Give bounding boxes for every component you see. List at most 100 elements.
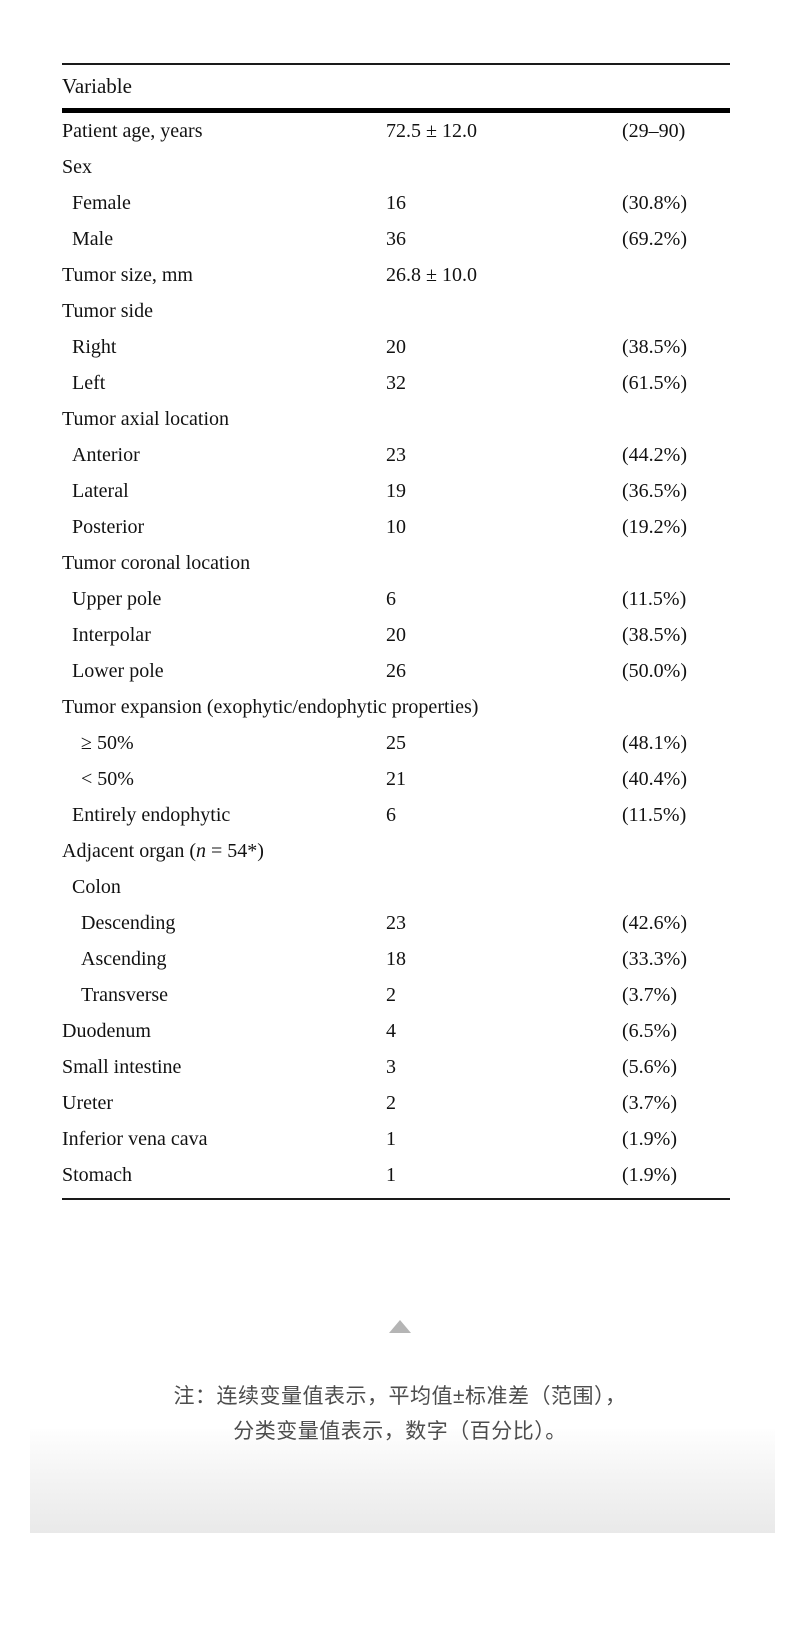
row-percent: (48.1%): [622, 732, 687, 754]
row-percent: (1.9%): [622, 1128, 677, 1150]
row-label: Transverse: [81, 984, 169, 1006]
table-row: Colon: [62, 869, 730, 905]
row-label: Small intestine: [62, 1056, 182, 1078]
row-label: Ascending: [81, 948, 167, 970]
row-value: 20: [386, 624, 406, 646]
row-label: ≥ 50%: [81, 732, 134, 754]
table-row: Adjacent organ (n = 54*): [62, 833, 730, 869]
row-label: Ureter: [62, 1092, 114, 1114]
table-row: Female 16 (30.8%): [62, 185, 730, 221]
row-label: Entirely endophytic: [72, 804, 231, 826]
row-percent: (30.8%): [622, 192, 687, 214]
table-row: Small intestine 3 (5.6%): [62, 1049, 730, 1085]
row-percent: (5.6%): [622, 1056, 677, 1078]
row-value: 18: [386, 948, 406, 970]
row-label: Interpolar: [72, 624, 151, 646]
row-label: Left: [72, 372, 106, 394]
row-label: < 50%: [81, 768, 134, 790]
row-percent: (36.5%): [622, 480, 687, 502]
table-row: Tumor expansion (exophytic/endophytic pr…: [62, 689, 730, 725]
row-value: 19: [386, 480, 406, 502]
row-value: 36: [386, 228, 406, 250]
table-row: Tumor size, mm 26.8 ± 10.0: [62, 257, 730, 293]
row-value: 6: [386, 588, 396, 610]
row-value: 21: [386, 768, 406, 790]
table-row: Tumor coronal location: [62, 545, 730, 581]
row-label: Tumor axial location: [62, 408, 230, 430]
row-label: Sex: [62, 156, 92, 178]
row-label: Duodenum: [62, 1020, 151, 1042]
row-value: 20: [386, 336, 406, 358]
table-row: Descending 23 (42.6%): [62, 905, 730, 941]
row-label: Tumor expansion (exophytic/endophytic pr…: [62, 696, 479, 718]
table-row: ≥ 50% 25 (48.1%): [62, 725, 730, 761]
note-line-2: 分类变量值表示，数字（百分比）。: [233, 1420, 567, 1443]
row-percent: (11.5%): [622, 804, 687, 826]
row-label: Lateral: [72, 480, 129, 502]
table-row: < 50% 21 (40.4%): [62, 761, 730, 797]
table-header-row: Variable: [62, 63, 730, 113]
row-label: Female: [72, 192, 131, 214]
row-value: 10: [386, 516, 406, 538]
table-row: Sex: [62, 149, 730, 185]
row-percent: (11.5%): [622, 588, 687, 610]
row-label: Tumor size, mm: [62, 264, 193, 286]
table-row: Entirely endophytic 6 (11.5%): [62, 797, 730, 833]
table-row: Lateral 19 (36.5%): [62, 473, 730, 509]
row-value: 6: [386, 804, 396, 826]
row-value: 1: [386, 1128, 396, 1150]
row-value: 3: [386, 1056, 396, 1078]
table-row: Upper pole 6 (11.5%): [62, 581, 730, 617]
row-value: 23: [386, 444, 406, 466]
row-percent: (19.2%): [622, 516, 687, 538]
table-rows: Patient age, years 72.5 ± 12.0 (29–90) Sex F…: [62, 113, 730, 1200]
row-label: Inferior vena cava: [62, 1128, 208, 1150]
table-row: Tumor axial location: [62, 401, 730, 437]
row-percent: (1.9%): [622, 1164, 677, 1186]
row-label: Tumor side: [62, 300, 153, 322]
row-percent: (69.2%): [622, 228, 687, 250]
row-percent: (42.6%): [622, 912, 687, 934]
row-percent: (50.0%): [622, 660, 687, 682]
table-row: Left 32 (61.5%): [62, 365, 730, 401]
table-note: 注：连续变量值表示，平均值±标准差（范围）， 分类变量值表示，数字（百分比）。: [0, 1379, 800, 1449]
row-label: Anterior: [72, 444, 140, 466]
table-row: Lower pole 26 (50.0%): [62, 653, 730, 689]
row-percent: (61.5%): [622, 372, 687, 394]
patient-characteristics-table: Variable Patient age, years 72.5 ± 12.0 (2…: [62, 63, 730, 1200]
row-label: Male: [72, 228, 114, 250]
row-value: 4: [386, 1020, 396, 1042]
row-label: Upper pole: [72, 588, 162, 610]
table-row: Male 36 (69.2%): [62, 221, 730, 257]
row-value: 32: [386, 372, 406, 394]
table-row: Right 20 (38.5%): [62, 329, 730, 365]
table-row: Tumor side: [62, 293, 730, 329]
table-row: Interpolar 20 (38.5%): [62, 617, 730, 653]
table-row: Inferior vena cava 1 (1.9%): [62, 1121, 730, 1157]
row-percent: (33.3%): [622, 948, 687, 970]
row-label: Patient age, years: [62, 120, 203, 142]
row-value: 25: [386, 732, 406, 754]
row-value: 26.8 ± 10.0: [386, 264, 477, 286]
row-percent: (3.7%): [622, 1092, 677, 1114]
table-row: Posterior 10 (19.2%): [62, 509, 730, 545]
table-row: Transverse 2 (3.7%): [62, 977, 730, 1013]
row-value: 2: [386, 984, 396, 1006]
bottom-gradient-panel: [30, 1429, 775, 1533]
row-value: 16: [386, 192, 406, 214]
row-value: 23: [386, 912, 406, 934]
table-row: Ascending 18 (33.3%): [62, 941, 730, 977]
row-percent: (3.7%): [622, 984, 677, 1006]
row-label: Lower pole: [72, 660, 164, 682]
row-label: Stomach: [62, 1164, 132, 1186]
table-row: Patient age, years 72.5 ± 12.0 (29–90): [62, 113, 730, 149]
row-label: Right: [72, 336, 117, 358]
row-value: 26: [386, 660, 406, 682]
row-percent: (38.5%): [622, 336, 687, 358]
row-percent: (29–90): [622, 120, 686, 142]
row-label: Tumor coronal location: [62, 552, 251, 574]
collapse-triangle-up-icon[interactable]: [389, 1320, 411, 1333]
row-value: 1: [386, 1164, 396, 1186]
row-value: 2: [386, 1092, 396, 1114]
